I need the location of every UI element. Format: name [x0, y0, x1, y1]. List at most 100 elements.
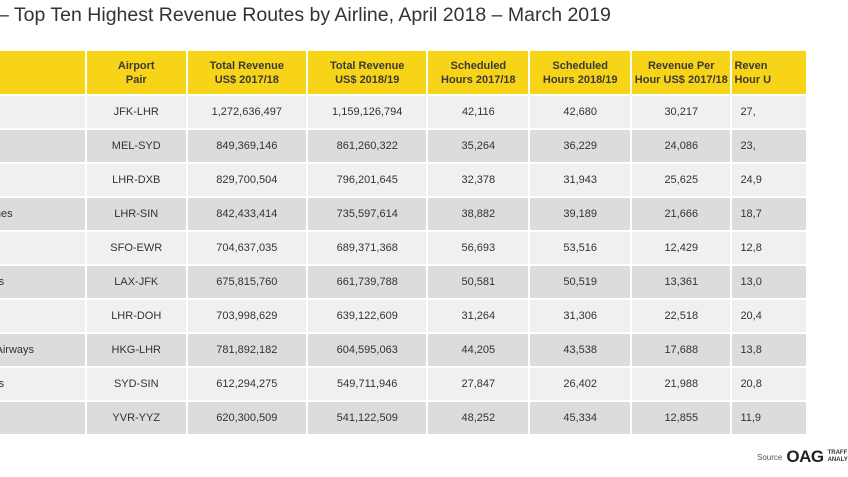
header-airport-pair: Airport Pair [86, 51, 186, 94]
table-row: LHR-DXB 829,700,504 796,201,645 32,378 31,94… [0, 164, 806, 196]
cell-airline: Airlines [0, 266, 85, 298]
cell-hours-2018-19: 26,402 [530, 368, 631, 400]
cell-rph-2017-18: 30,217 [632, 96, 731, 128]
cell-airport-pair: LHR-DOH [86, 300, 186, 332]
cell-hours-2017-18: 44,205 [428, 334, 529, 366]
revenue-routes-table: Airport Pair Total Revenue US$ 2017/18 Tot… [0, 49, 808, 436]
cell-hours-2018-19: 43,538 [530, 334, 631, 366]
cell-airport-pair: SFO-EWR [86, 232, 186, 264]
cell-revenue-2018-19: 1,159,126,794 [308, 96, 427, 128]
cell-airline: a [0, 402, 85, 434]
cell-revenue-2018-19: 639,122,609 [308, 300, 427, 332]
cell-rph-2018-19: 11,9 [732, 402, 806, 434]
cell-revenue-2017-18: 781,892,182 [187, 334, 307, 366]
cell-airport-pair: SYD-SIN [86, 368, 186, 400]
cell-rph-2018-19: 23, [732, 130, 806, 162]
cell-revenue-2017-18: 849,369,146 [187, 130, 307, 162]
cell-rph-2017-18: 13,361 [632, 266, 731, 298]
cell-hours-2017-18: 50,581 [428, 266, 529, 298]
cell-airline [0, 164, 85, 196]
cell-rph-2018-19: 13,0 [732, 266, 806, 298]
cell-hours-2017-18: 27,847 [428, 368, 529, 400]
cell-hours-2017-18: 56,693 [428, 232, 529, 264]
cell-revenue-2018-19: 604,595,063 [308, 334, 427, 366]
table-row: AirlinesLAX-JFK675,815,760661,739,78850,… [0, 266, 806, 298]
cell-hours-2018-19: 39,189 [530, 198, 631, 230]
cell-rph-2018-19: 20,4 [732, 300, 806, 332]
cell-airline: e Airlines [0, 198, 85, 230]
cell-hours-2017-18: 42,116 [428, 96, 529, 128]
header-hours-2017-18: Scheduled Hours 2017/18 [428, 51, 529, 94]
cell-revenue-2018-19: 661,739,788 [308, 266, 427, 298]
cell-rph-2017-18: 12,429 [632, 232, 731, 264]
table-row: AirlinesSYD-SIN612,294,275549,711,94627,… [0, 368, 806, 400]
source-label: Source [757, 452, 783, 462]
cell-revenue-2018-19: 549,711,946 [308, 368, 427, 400]
cell-hours-2018-19: 31,306 [530, 300, 631, 332]
cell-rph-2017-18: 25,625 [632, 164, 731, 196]
cell-revenue-2017-18: 842,433,414 [187, 198, 307, 230]
cell-airport-pair: LHR-SIN [86, 198, 186, 230]
cell-rph-2017-18: 22,518 [632, 300, 731, 332]
cell-rph-2017-18: 21,666 [632, 198, 731, 230]
oag-logo: OAG [786, 447, 824, 466]
cell-rph-2018-19: 13,8 [732, 334, 806, 366]
cell-hours-2017-18: 35,264 [428, 130, 529, 162]
header-row: Airport Pair Total Revenue US$ 2017/18 Tot… [0, 51, 806, 94]
cell-hours-2017-18: 32,378 [428, 164, 529, 196]
cell-airport-pair: MEL-SYD [86, 130, 186, 162]
header-revenue-2018-19: Total Revenue US$ 2018/19 [308, 51, 427, 94]
cell-revenue-2018-19: 541,122,509 [308, 402, 427, 434]
cell-revenue-2017-18: 1,272,636,497 [187, 96, 307, 128]
cell-airport-pair: YVR-YYZ [86, 402, 186, 434]
cell-revenue-2017-18: 612,294,275 [187, 368, 307, 400]
cell-revenue-2018-19: 689,371,368 [308, 232, 427, 264]
table-row: e AirlinesLHR-SIN842,433,414735,597,6143… [0, 198, 806, 230]
oag-tagline: TRAFF ANALY [827, 450, 848, 463]
cell-hours-2018-19: 53,516 [530, 232, 631, 264]
cell-revenue-2017-18: 675,815,760 [187, 266, 307, 298]
cell-airport-pair: JFK-LHR [86, 96, 186, 128]
cell-revenue-2017-18: 620,300,509 [187, 402, 307, 434]
header-rph-2018-19: Reven Hour U [732, 51, 806, 94]
header-rph-2017-18: Revenue Per Hour US$ 2017/18 [632, 51, 731, 94]
source-attribution: Source OAG TRAFF ANALY [757, 447, 848, 467]
table-row: waysJFK-LHR1,272,636,4971,159,126,79442,… [0, 96, 806, 128]
cell-rph-2018-19: 18,7 [732, 198, 806, 230]
cell-hours-2018-19: 42,680 [530, 96, 631, 128]
cell-hours-2018-19: 36,229 [530, 130, 631, 162]
cell-revenue-2018-19: 735,597,614 [308, 198, 427, 230]
cell-airline: ines [0, 232, 85, 264]
cell-rph-2018-19: 27, [732, 96, 806, 128]
cell-rph-2018-19: 24,9 [732, 164, 806, 196]
cell-rph-2017-18: 12,855 [632, 402, 731, 434]
cell-airline: ways [0, 300, 85, 332]
cell-revenue-2017-18: 829,700,504 [187, 164, 307, 196]
cell-revenue-2018-19: 861,260,322 [308, 130, 427, 162]
cell-rph-2017-18: 24,086 [632, 130, 731, 162]
cell-airline: acific Airways [0, 334, 85, 366]
table-row: acific AirwaysHKG-LHR781,892,182604,595,… [0, 334, 806, 366]
cell-rph-2017-18: 17,688 [632, 334, 731, 366]
cell-airline: rways [0, 130, 85, 162]
cell-revenue-2017-18: 704,637,035 [187, 232, 307, 264]
cell-hours-2017-18: 31,264 [428, 300, 529, 332]
table-row: aYVR-YYZ620,300,509541,122,50948,25245,3… [0, 402, 806, 434]
cell-airline: ways [0, 96, 85, 128]
cell-airport-pair: LHR-DXB [86, 164, 186, 196]
cell-rph-2017-18: 21,988 [632, 368, 731, 400]
page-title: – Top Ten Highest Revenue Routes by Airl… [0, 4, 611, 26]
cell-hours-2018-19: 31,943 [530, 164, 631, 196]
cell-airport-pair: HKG-LHR [86, 334, 186, 366]
cell-revenue-2018-19: 796,201,645 [308, 164, 427, 196]
cell-revenue-2017-18: 703,998,629 [187, 300, 307, 332]
table-row: waysLHR-DOH703,998,629639,122,60931,2643… [0, 300, 806, 332]
cell-rph-2018-19: 20,8 [732, 368, 806, 400]
header-airline [0, 51, 85, 94]
cell-airline: Airlines [0, 368, 85, 400]
cell-rph-2018-19: 12,8 [732, 232, 806, 264]
cell-hours-2018-19: 50,519 [530, 266, 631, 298]
header-hours-2018-19: Scheduled Hours 2018/19 [530, 51, 631, 94]
cell-hours-2017-18: 38,882 [428, 198, 529, 230]
